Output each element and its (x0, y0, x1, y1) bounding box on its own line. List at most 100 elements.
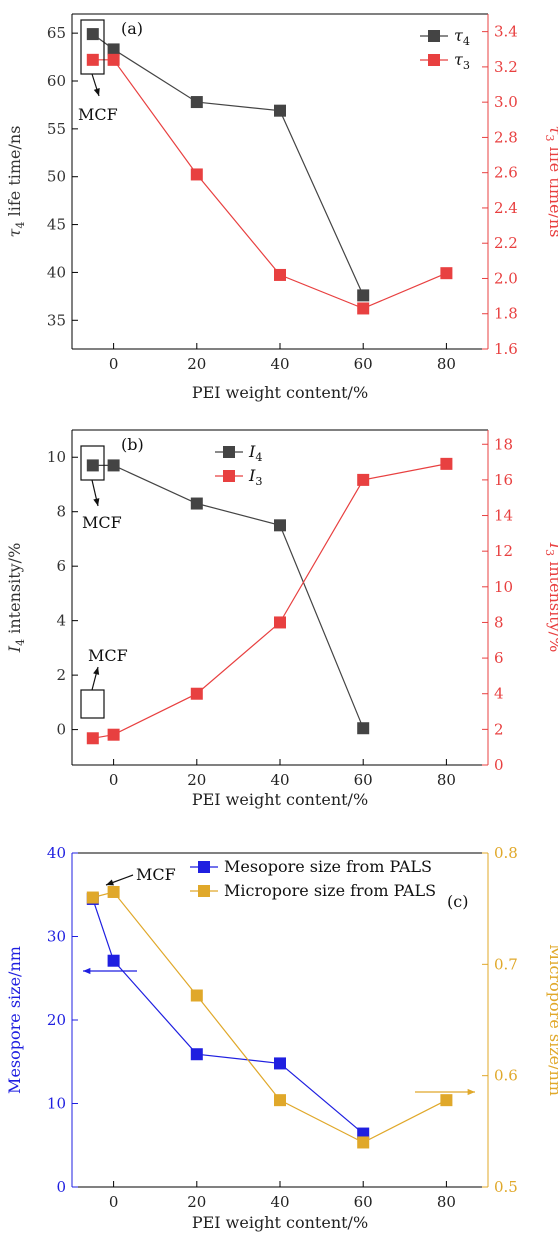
x-tick-label: 60 (354, 1193, 373, 1211)
x-axis-label: PEI weight content/% (192, 790, 368, 809)
data-point (107, 459, 120, 472)
x-tick-label: 20 (187, 355, 206, 373)
x-tick-label: 60 (354, 355, 373, 373)
data-point (357, 289, 370, 302)
x-tick-label: 20 (187, 771, 206, 789)
data-point (274, 268, 286, 281)
x-tick-label: 80 (437, 1193, 456, 1211)
y-left-tick-label: 30 (47, 928, 66, 946)
data-point (86, 459, 99, 472)
x-tick-label: 20 (187, 1193, 206, 1211)
data-point (440, 1094, 453, 1107)
y-right-tick-label: 8 (494, 613, 504, 631)
y-left-tick-label: 10 (47, 448, 66, 466)
y-right-tick-label: 1.6 (494, 340, 518, 358)
data-point (190, 1048, 203, 1061)
data-point (190, 687, 203, 700)
y-right-tick-label: 0.5 (494, 1178, 518, 1196)
y-left-tick-label: 65 (47, 24, 66, 42)
annotation-label: MCF (88, 646, 128, 665)
legend-label: I3 (248, 466, 262, 488)
data-point (190, 497, 203, 510)
legend-label: τ4 (454, 26, 470, 48)
data-point (274, 104, 286, 117)
y-left-tick-label: 8 (56, 503, 66, 521)
data-point (86, 732, 99, 745)
y-left-tick-label: 0 (56, 1178, 66, 1196)
y-left-tick-label: 2 (56, 666, 66, 684)
data-point (274, 1094, 286, 1107)
y-left-tick-label: 40 (47, 263, 66, 281)
y-axis-left-label: Mesopore size/nm (5, 946, 24, 1094)
y-axis-left-label: τ4 life time/ns (5, 126, 27, 238)
chart-panel-3: 0 20 40 60 80 0 10 20 30 40 0.5 0.6 0.7 0.8 PEI weight… (5, 844, 558, 1232)
y-right-tick-label: 6 (494, 649, 504, 667)
panel-label: (c) (447, 892, 468, 911)
data-point (274, 616, 286, 629)
data-point (107, 728, 120, 741)
x-tick-label: 40 (270, 355, 289, 373)
y-right-tick-label: 1.8 (494, 305, 518, 323)
annotation-arrowhead (83, 967, 91, 975)
y-axis-right-label: I3 intensity/% (543, 542, 558, 653)
x-tick-label: 0 (109, 771, 119, 789)
data-point (274, 1057, 286, 1070)
x-axis-label: PEI weight content/% (192, 383, 368, 402)
data-point (190, 96, 203, 109)
y-right-tick-label: 16 (494, 471, 513, 489)
y-right-tick-label: 4 (494, 685, 504, 703)
data-point (190, 168, 203, 181)
y-right-tick-label: 3.0 (494, 93, 518, 111)
legend-marker (428, 54, 440, 66)
y-axis-right-label: τ3 life time/ns (543, 126, 558, 238)
x-tick-label: 80 (437, 771, 456, 789)
series-line-1 (92, 898, 364, 1135)
y-left-tick-label: 4 (56, 612, 66, 630)
annotation-arrowhead (93, 667, 100, 675)
annotation-arrowhead (467, 1088, 475, 1096)
series-line-2 (92, 891, 447, 1144)
y-left-tick-label: 10 (47, 1095, 66, 1113)
x-tick-label: 0 (109, 1193, 119, 1211)
y-axis-right-label: Micropore size/nm (546, 944, 558, 1096)
y-right-tick-label: 0.8 (494, 844, 518, 862)
series-line-1 (92, 33, 364, 296)
y-left-tick-label: 40 (47, 844, 66, 862)
data-point (86, 891, 99, 904)
y-left-tick-label: 55 (47, 120, 66, 138)
panel-label: (a) (121, 19, 143, 38)
y-right-tick-label: 2.8 (494, 128, 518, 146)
y-left-tick-label: 0 (56, 721, 66, 739)
y-left-tick-label: 45 (47, 216, 66, 234)
chart-panel-1: 0 20 40 60 80 35 40 45 50 55 60 65 1.6 1.8 2.0 2.2 2.4 2.… (5, 13, 558, 402)
y-right-tick-label: 2.0 (494, 269, 518, 287)
data-point (440, 457, 453, 470)
series-line-1 (92, 464, 364, 729)
x-axis-label: PEI weight content/% (192, 1213, 368, 1232)
x-tick-label: 40 (270, 1193, 289, 1211)
data-point (86, 28, 99, 41)
legend-label: Mesopore size from PALS (224, 857, 432, 876)
chart-panel-2: 0 20 40 60 80 0 2 4 6 8 10 0 2 4 6 8 10 12 14 16 18 PEI weigh… (5, 429, 558, 809)
legend-label: I4 (248, 442, 262, 464)
data-point (357, 1136, 370, 1149)
data-point (107, 43, 120, 56)
annotation-label: MCF (82, 513, 122, 532)
y-right-tick-label: 18 (494, 435, 513, 453)
y-left-tick-label: 35 (47, 311, 66, 329)
y-right-tick-label: 3.4 (494, 23, 518, 41)
y-left-tick-label: 20 (47, 1011, 66, 1029)
legend-marker (198, 861, 210, 873)
data-point (190, 989, 203, 1002)
data-point (107, 954, 120, 967)
legend-label: τ3 (454, 50, 470, 72)
y-right-tick-label: 14 (494, 507, 513, 525)
y-right-tick-label: 2 (494, 720, 504, 738)
annotation-arrowhead (93, 88, 100, 96)
data-point (274, 519, 286, 532)
panel-label: (b) (121, 435, 144, 454)
annotation-box (80, 689, 105, 719)
data-point (357, 473, 370, 486)
series-line-2 (92, 59, 447, 310)
